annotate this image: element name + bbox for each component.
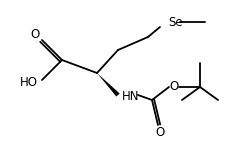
Text: HN: HN bbox=[122, 89, 140, 102]
Polygon shape bbox=[97, 73, 120, 97]
Text: O: O bbox=[155, 126, 165, 139]
Text: O: O bbox=[169, 80, 179, 93]
Text: Se: Se bbox=[168, 16, 183, 29]
Text: HO: HO bbox=[20, 77, 38, 89]
Text: O: O bbox=[30, 29, 40, 42]
